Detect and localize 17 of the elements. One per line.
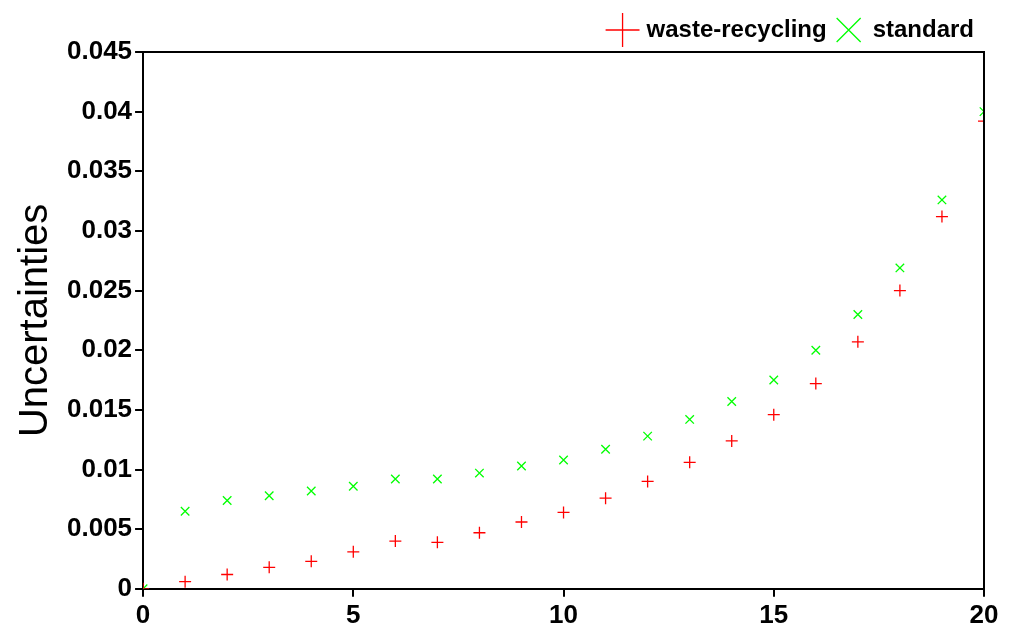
y-tick-label: 0.02 — [81, 333, 133, 364]
y-tick-label: 0.015 — [66, 393, 133, 424]
y-tick-label: 0.025 — [66, 273, 133, 304]
y-axis-title: Uncertainties — [11, 203, 56, 438]
x-tick-label: 5 — [346, 598, 361, 629]
y-tick-label: 0 — [117, 571, 133, 602]
x-tick-label: 10 — [549, 598, 578, 629]
y-tick-label: 0.01 — [81, 452, 133, 483]
y-tick-label: 0.005 — [66, 512, 133, 543]
y-tick-label: 0.04 — [81, 94, 133, 125]
x-tick-label: 15 — [759, 598, 789, 629]
legend-label: waste-recycling — [645, 14, 827, 42]
y-tick-label: 0.045 — [66, 35, 133, 66]
legend-label: standard — [872, 14, 974, 42]
y-tick-label: 0.03 — [81, 214, 133, 245]
y-tick-label: 0.035 — [66, 154, 133, 185]
x-tick-label: 20 — [969, 598, 999, 629]
